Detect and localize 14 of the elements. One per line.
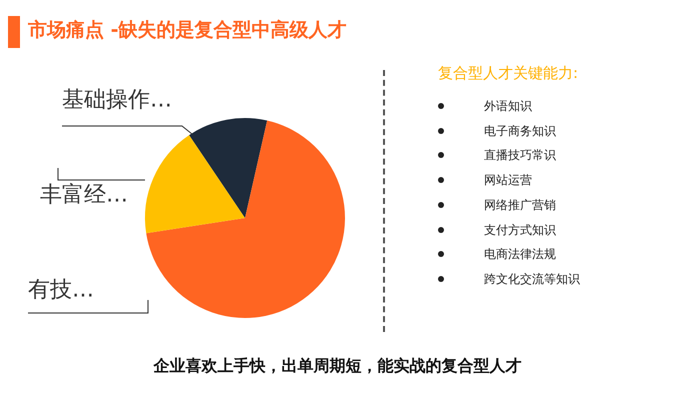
slice-label: 有技… — [28, 278, 94, 303]
text: 支付方式知识 — [484, 222, 556, 238]
text: 直播技巧常识 — [484, 147, 556, 164]
text: 跨文化交流等知识 — [484, 270, 580, 288]
text: 电子商务知识 — [484, 122, 556, 140]
text: 企业喜欢上手快，出单周期短，能实战的复合型人才 — [152, 356, 522, 377]
text: 网站运营 — [484, 172, 532, 190]
text: 电商法律法规 — [484, 246, 556, 264]
text: 网络推广营销 — [484, 196, 556, 214]
chart-title: 市场痛点 -缺失的是复合型中高级人才 — [28, 18, 347, 43]
slice-label: 基础操作… — [62, 88, 172, 113]
text: 外语知识 — [484, 98, 532, 115]
slice-label: 丰富经… — [40, 182, 128, 208]
text: 复合型人才关键能力: — [438, 64, 578, 83]
